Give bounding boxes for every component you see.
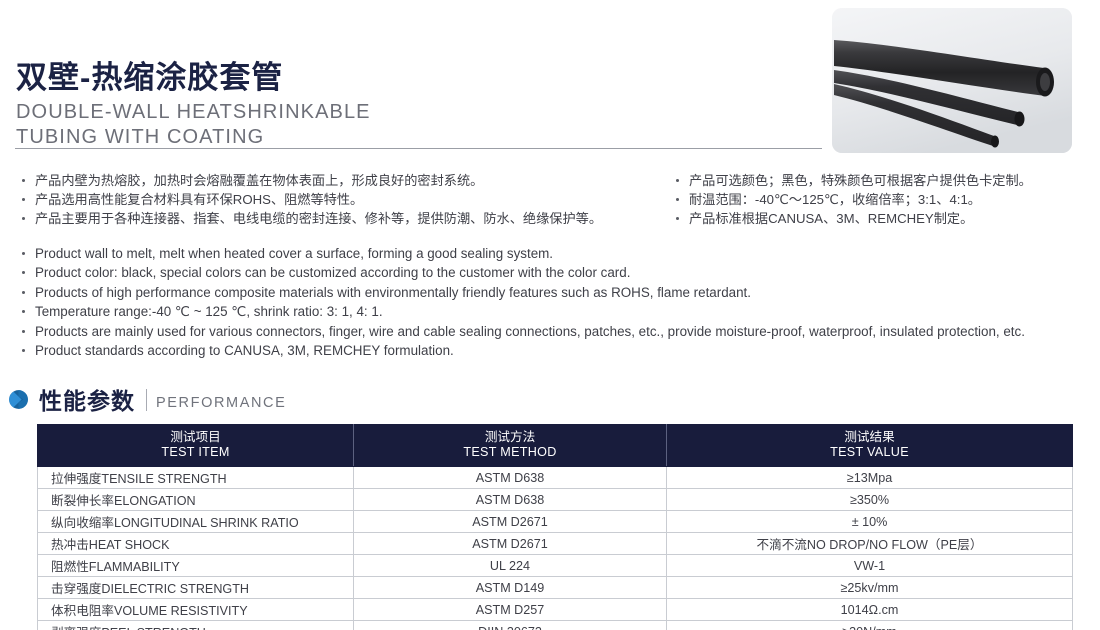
table-row: 热冲击HEAT SHOCK ASTM D2671 不滴不流NO DROP/NO …	[37, 532, 1073, 555]
cell-test-item: 拉伸强度TENSILE STRENGTH	[37, 466, 354, 489]
list-item: Product color: black, special colors can…	[18, 264, 1088, 281]
cell-test-method: DIIN 30672	[353, 620, 667, 630]
cell-test-value: VW-1	[666, 554, 1073, 577]
section-title-en: PERFORMANCE	[156, 395, 287, 411]
list-item: 耐温范围：-40℃～125℃，收缩倍率；3:1、4:1。	[672, 190, 1084, 209]
list-item: Products are mainly used for various con…	[18, 323, 1088, 340]
cell-test-item: 热冲击HEAT SHOCK	[37, 532, 354, 555]
cell-test-value: 1014Ω.cm	[666, 598, 1073, 621]
table-row: 断裂伸长率ELONGATION ASTM D638 ≥350%	[37, 488, 1073, 511]
cell-test-value: ≥350%	[666, 488, 1073, 511]
title-divider	[15, 148, 822, 149]
cell-test-item: 阻燃性FLAMMABILITY	[37, 554, 354, 577]
table-row: 击穿强度DIELECTRIC STRENGTH ASTM D149 ≥25kv/…	[37, 576, 1073, 599]
cell-test-method: ASTM D149	[353, 576, 667, 599]
cell-test-item: 剥离强度PEEL STRENGTH	[37, 620, 354, 630]
column-header-test-item: 测试项目 TEST ITEM	[37, 424, 354, 467]
cell-test-value: 不滴不流NO DROP/NO FLOW（PE层）	[666, 532, 1073, 555]
list-item: Products of high performance composite m…	[18, 284, 1088, 301]
features-en-list: Product wall to melt, melt when heated c…	[18, 245, 1088, 361]
heatshrink-tubes-illustration	[832, 8, 1072, 153]
list-item: Temperature range:-40 ℃ ~ 125 ℃, shrink …	[18, 303, 1088, 320]
cell-test-method: ASTM D638	[353, 488, 667, 511]
cell-test-value: ≥13Mpa	[666, 466, 1073, 489]
blue-circle-arrow-icon	[8, 389, 29, 410]
cell-test-item: 体积电阻率VOLUME RESISTIVITY	[37, 598, 354, 621]
column-header-test-method: 测试方法 TEST METHOD	[353, 424, 667, 467]
cell-test-value: ≥25kv/mm	[666, 576, 1073, 599]
cell-test-method: ASTM D257	[353, 598, 667, 621]
list-item: 产品内壁为热熔胶，加热时会熔融覆盖在物体表面上，形成良好的密封系统。	[18, 171, 668, 190]
table-row: 拉伸强度TENSILE STRENGTH ASTM D638 ≥13Mpa	[37, 466, 1073, 489]
cell-test-method: ASTM D2671	[353, 532, 667, 555]
cell-test-item: 击穿强度DIELECTRIC STRENGTH	[37, 576, 354, 599]
cell-test-value: ≥30N/mm	[666, 620, 1073, 630]
list-item: 产品选用高性能复合材料具有环保ROHS、阻燃等特性。	[18, 190, 668, 209]
cell-test-item: 纵向收缩率LONGITUDINAL SHRINK RATIO	[37, 510, 354, 533]
section-title-cn: 性能参数	[39, 388, 135, 414]
cell-test-method: ASTM D2671	[353, 510, 667, 533]
table-row: 阻燃性FLAMMABILITY UL 224 VW-1	[37, 554, 1073, 577]
list-item: 产品标准根据CANUSA、3M、REMCHEY制定。	[672, 209, 1084, 228]
list-item: 产品可选颜色；黑色，特殊颜色可根据客户提供色卡定制。	[672, 171, 1084, 190]
list-item: Product standards according to CANUSA, 3…	[18, 342, 1088, 359]
product-photo	[832, 8, 1072, 153]
page-title-cn: 双壁-热缩涂胶套管	[16, 60, 284, 95]
list-item: 产品主要用于各种连接器、指套、电线电缆的密封连接、修补等，提供防潮、防水、绝缘保…	[18, 209, 668, 228]
table-row: 纵向收缩率LONGITUDINAL SHRINK RATIO ASTM D267…	[37, 510, 1073, 533]
cell-test-item: 断裂伸长率ELONGATION	[37, 488, 354, 511]
features-cn-right-list: 产品可选颜色；黑色，特殊颜色可根据客户提供色卡定制。 耐温范围：-40℃～125…	[672, 171, 1084, 228]
specification-table: 测试项目 TEST ITEM 测试方法 TEST METHOD 测试结果 TES…	[37, 424, 1073, 630]
cell-test-method: ASTM D638	[353, 466, 667, 489]
list-item: Product wall to melt, melt when heated c…	[18, 245, 1088, 262]
table-row: 剥离强度PEEL STRENGTH DIIN 30672 ≥30N/mm	[37, 620, 1073, 630]
table-header-row: 测试项目 TEST ITEM 测试方法 TEST METHOD 测试结果 TES…	[37, 424, 1073, 467]
section-title-divider	[146, 389, 147, 411]
page-title-en: DOUBLE-WALL HEATSHRINKABLE TUBING WITH C…	[16, 101, 371, 148]
cell-test-value: ± 10%	[666, 510, 1073, 533]
column-header-test-value: 测试结果 TEST VALUE	[666, 424, 1073, 467]
table-row: 体积电阻率VOLUME RESISTIVITY ASTM D257 1014Ω.…	[37, 598, 1073, 621]
cell-test-method: UL 224	[353, 554, 667, 577]
performance-section-heading: 性能参数 PERFORMANCE	[8, 382, 286, 416]
features-cn-left-list: 产品内壁为热熔胶，加热时会熔融覆盖在物体表面上，形成良好的密封系统。 产品选用高…	[18, 171, 668, 228]
